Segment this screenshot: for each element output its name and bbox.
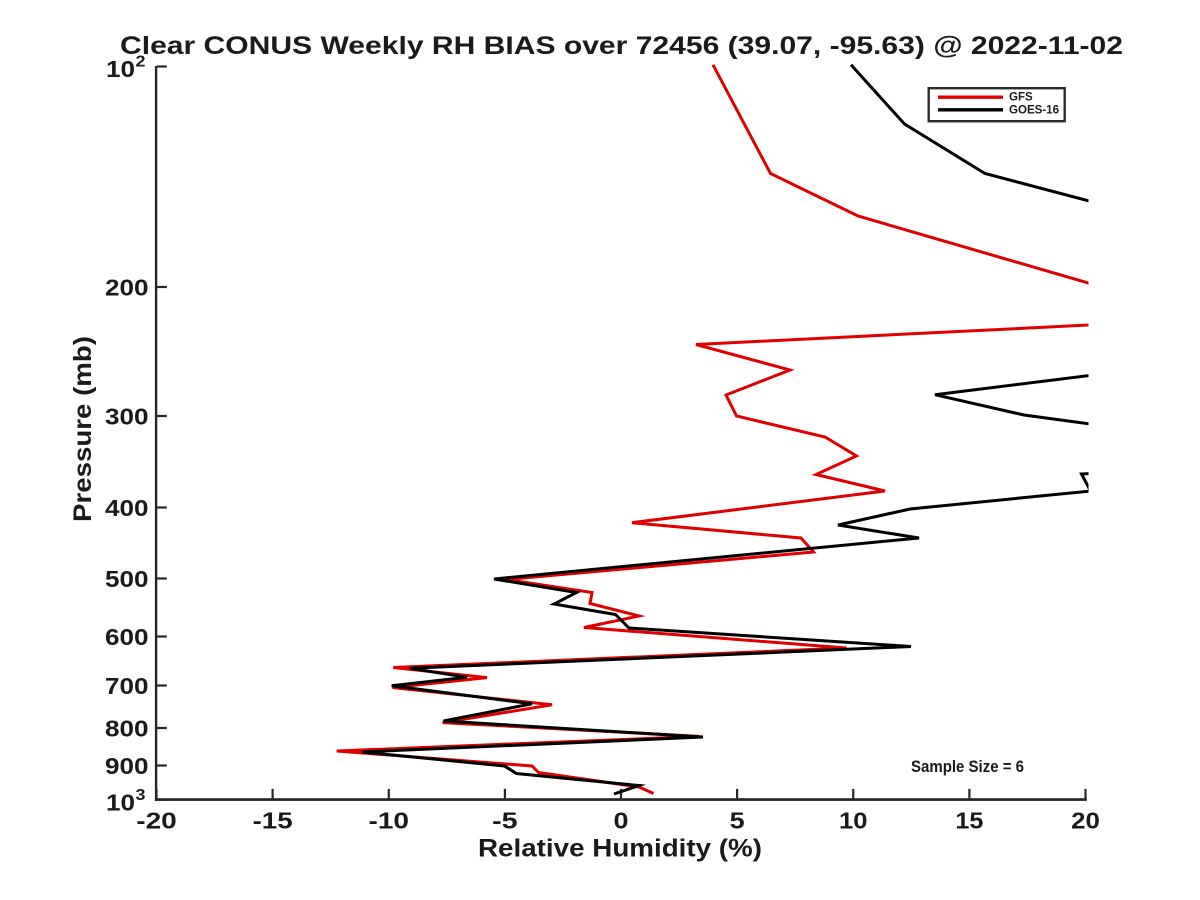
svg-text:0: 0 [614, 807, 629, 833]
svg-text:Clear CONUS Weekly RH BIAS ove: Clear CONUS Weekly RH BIAS over 72456 (3… [120, 32, 1123, 60]
svg-text:300: 300 [105, 403, 149, 429]
svg-text:20: 20 [1071, 807, 1100, 833]
svg-text:700: 700 [105, 673, 149, 699]
svg-text:900: 900 [105, 753, 149, 779]
svg-text:15: 15 [955, 807, 983, 833]
svg-text:-15: -15 [253, 807, 293, 833]
svg-text:600: 600 [105, 624, 149, 650]
svg-text:Pressure (mb): Pressure (mb) [69, 336, 97, 522]
svg-text:200: 200 [105, 274, 149, 300]
svg-text:3: 3 [136, 787, 146, 804]
svg-text:-20: -20 [136, 807, 177, 833]
svg-text:2: 2 [136, 53, 146, 70]
svg-text:10: 10 [106, 790, 135, 816]
svg-text:5: 5 [730, 807, 745, 833]
svg-text:500: 500 [105, 566, 149, 592]
svg-text:400: 400 [105, 495, 149, 521]
svg-text:GFS: GFS [1009, 92, 1033, 104]
svg-text:Relative Humidity (%): Relative Humidity (%) [478, 835, 762, 863]
svg-text:GOES-16: GOES-16 [1009, 105, 1059, 117]
svg-text:-5: -5 [492, 807, 518, 833]
svg-text:-10: -10 [369, 807, 410, 833]
svg-text:10: 10 [106, 56, 135, 82]
svg-text:10: 10 [839, 807, 868, 833]
svg-text:800: 800 [105, 715, 149, 741]
svg-text:Sample Size = 6: Sample Size = 6 [911, 757, 1024, 776]
